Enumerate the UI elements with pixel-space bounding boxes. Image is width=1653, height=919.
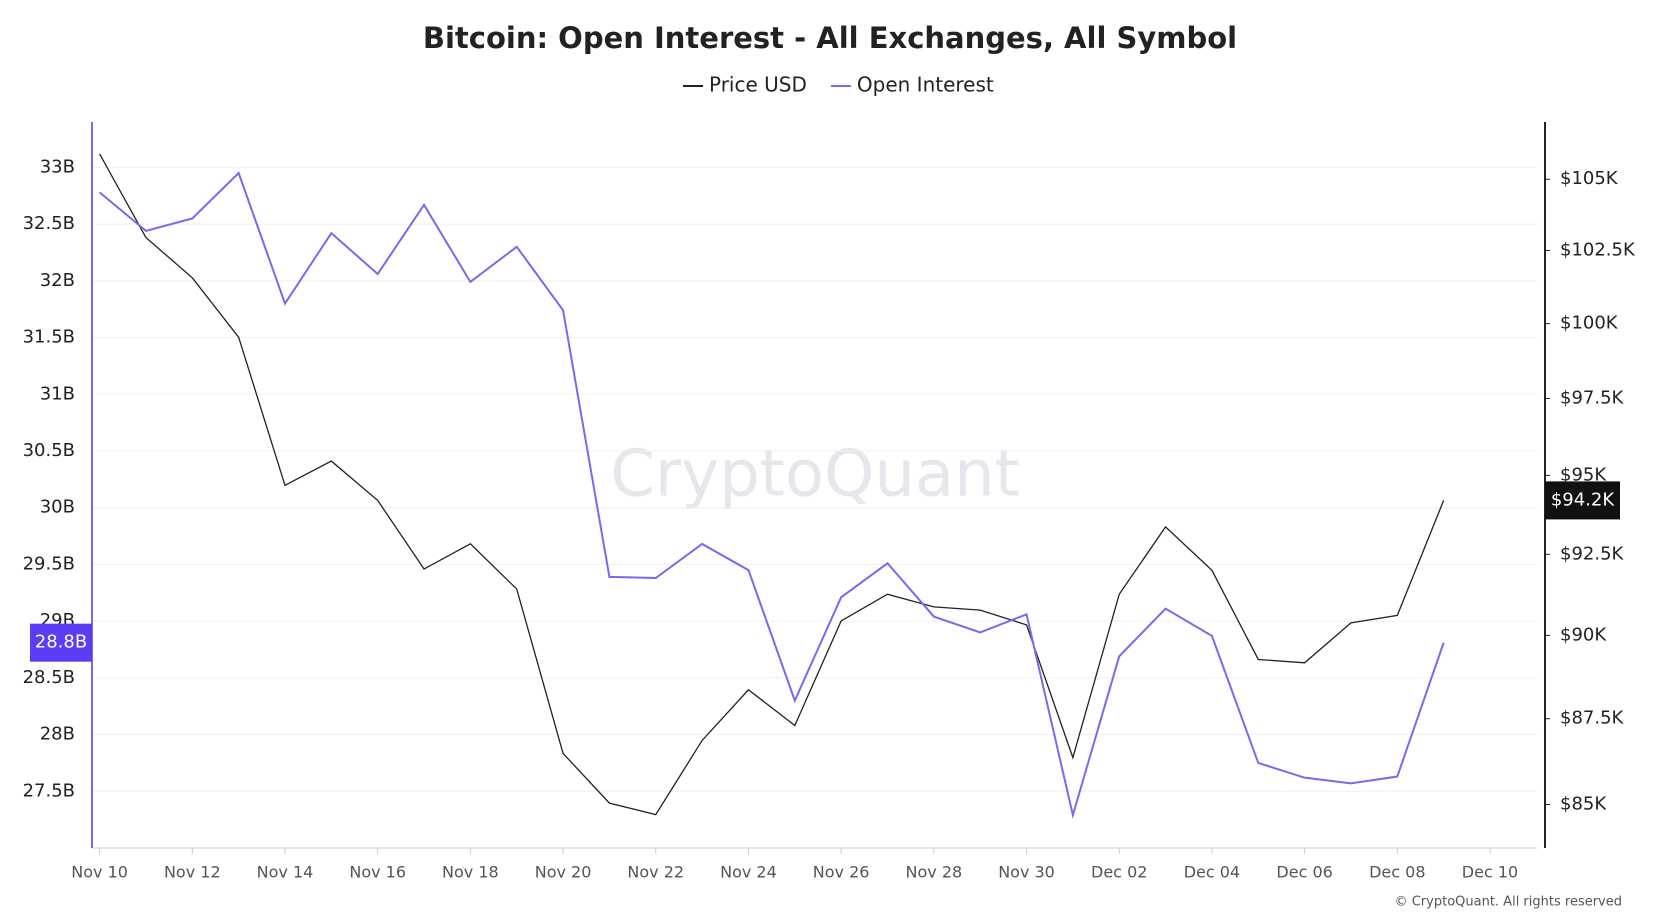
watermark: CryptoQuant [610, 438, 1020, 512]
series-line [98, 171, 1445, 820]
y-tick-label: 29.5B [23, 553, 75, 574]
value-label: 28.8B [35, 632, 87, 653]
badge-box [1545, 481, 1620, 520]
y-tick-label: 32B [40, 270, 75, 291]
y2-tick-label: $105K [1560, 168, 1619, 189]
chart-title: Bitcoin: Open Interest - All Exchanges, … [423, 21, 1237, 55]
x-tick-label: Nov 10 [71, 863, 128, 882]
y-tick-label: 31B [40, 383, 75, 404]
y2-tick-label: $97.5K [1560, 388, 1625, 409]
x-tick-label: Dec 08 [1369, 863, 1425, 882]
y-tick-label: 30B [40, 497, 75, 518]
x-tick-label: Nov 28 [906, 863, 963, 882]
x-tick-label: Nov 14 [257, 863, 314, 882]
badge-box [30, 623, 92, 662]
y2-tick-label: $85K [1560, 794, 1607, 815]
y2-tick-label: $90K [1560, 624, 1607, 645]
legend-label: Price USD [709, 73, 807, 97]
legend-label: Open Interest [857, 73, 994, 97]
y-tick-label: 31.5B [23, 327, 75, 348]
x-tick-label: Nov 26 [813, 863, 870, 882]
x-tick-label: Nov 18 [442, 863, 499, 882]
value-badge: $94.2K [1545, 481, 1620, 520]
y-tick-label: 27.5B [23, 780, 75, 801]
value-badge: 28.8B [30, 623, 92, 662]
x-tick-label: Dec 04 [1184, 863, 1240, 882]
x-tick-label: Nov 16 [349, 863, 406, 882]
y2-tick-label: $95K [1560, 464, 1607, 485]
x-tick-label: Dec 10 [1462, 863, 1518, 882]
x-tick-label: Nov 20 [535, 863, 592, 882]
y-tick-label: 28.5B [23, 667, 75, 688]
x-tick-label: Nov 24 [720, 863, 777, 882]
series-line [99, 153, 1445, 816]
x-tick-label: Dec 06 [1276, 863, 1332, 882]
y-tick-label: 28B [40, 724, 75, 745]
y-tick-label: 30.5B [23, 440, 75, 461]
y2-tick-label: $92.5K [1560, 543, 1625, 564]
x-tick-label: Nov 22 [627, 863, 684, 882]
y2-tick-label: $102.5K [1560, 240, 1636, 261]
value-label: $94.2K [1551, 489, 1616, 510]
y2-tick-label: $87.5K [1560, 708, 1625, 729]
x-tick-label: Nov 12 [164, 863, 221, 882]
x-tick-label: Dec 02 [1091, 863, 1147, 882]
y-tick-label: 32.5B [23, 213, 75, 234]
y-tick-label: 33B [40, 156, 75, 177]
y2-tick-label: $100K [1560, 313, 1619, 334]
credit: © CryptoQuant. All rights reserved [1395, 895, 1622, 910]
x-tick-label: Nov 30 [998, 863, 1055, 882]
